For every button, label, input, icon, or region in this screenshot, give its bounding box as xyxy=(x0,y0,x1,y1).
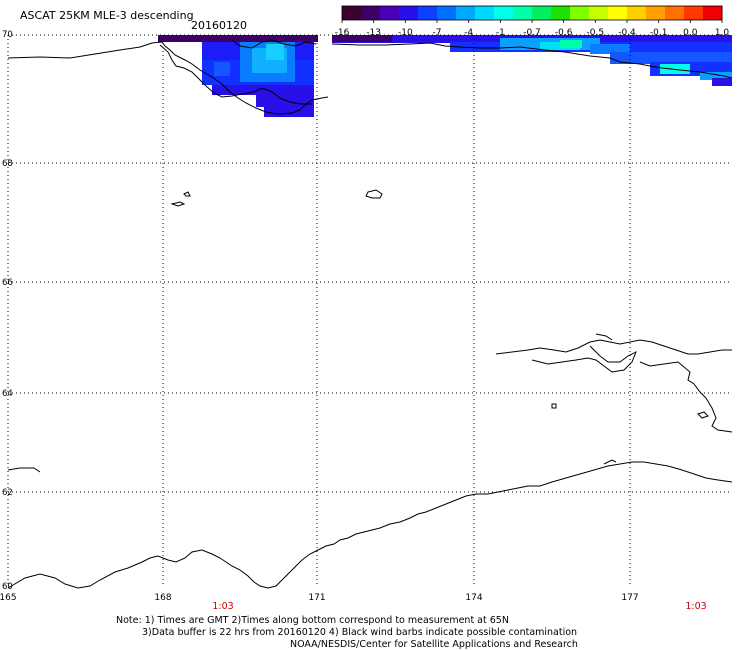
longitude-labels: 165 168 171 174 177 xyxy=(0,593,639,603)
colorbar-segment xyxy=(380,6,400,20)
colorbar-segment xyxy=(532,6,552,20)
product-date: 20160120 xyxy=(191,19,247,32)
product-title: ASCAT 25KM MLE-3 descending xyxy=(20,9,194,22)
colorbar-segment xyxy=(608,6,628,20)
colorbar-segment xyxy=(418,6,438,20)
longitude-label: 168 xyxy=(154,593,171,603)
colorbar-label: -0.7 xyxy=(523,28,541,38)
colorbar xyxy=(341,5,723,21)
colorbar-label: -7 xyxy=(433,28,442,38)
colorbar-label: -0.1 xyxy=(650,28,668,38)
latitude-labels: 70 68 66 64 62 60 xyxy=(2,30,13,592)
colorbar-segment xyxy=(684,6,704,20)
colorbar-label: -13 xyxy=(366,28,381,38)
note-line-1: Note: 1) Times are GMT 2)Times along bot… xyxy=(116,615,509,626)
colorbar-labels: -16 -13 -10 -7 -4 -1 -0.7 -0.6 -0.5 -0.4 -0.1 0.0 1.… xyxy=(335,20,730,38)
note-line-2: 3)Data buffer is 22 hrs from 20160120 4)… xyxy=(142,627,578,638)
time-label: 1:03 xyxy=(685,601,706,612)
colorbar-segment xyxy=(646,6,666,20)
time-labels: 1:03 1:03 xyxy=(212,601,706,612)
latitude-label: 62 xyxy=(2,488,13,498)
colorbar-segment xyxy=(399,6,419,20)
colorbar-segment xyxy=(361,6,381,20)
latitude-label: 66 xyxy=(2,278,13,288)
colorbar-segment xyxy=(665,6,685,20)
colorbar-segment xyxy=(589,6,609,20)
colorbar-segment xyxy=(551,6,571,20)
colorbar-segment xyxy=(494,6,514,20)
colorbar-label: 1.0 xyxy=(715,28,730,38)
colorbar-segment xyxy=(513,6,533,20)
colorbar-segment xyxy=(627,6,647,20)
colorbar-segment xyxy=(456,6,476,20)
colorbar-label: -10 xyxy=(398,28,413,38)
coastlines xyxy=(7,39,733,589)
data-swath-east xyxy=(332,35,732,86)
latitude-label: 60 xyxy=(2,582,13,592)
colorbar-segment xyxy=(570,6,590,20)
longitude-label: 177 xyxy=(621,593,638,603)
longitude-label: 174 xyxy=(465,593,482,603)
colorbar-label: -4 xyxy=(464,28,473,38)
credit-line: NOAA/NESDIS/Center for Satellite Applica… xyxy=(290,639,578,650)
latitude-label: 64 xyxy=(2,389,13,399)
colorbar-label: -0.5 xyxy=(587,28,605,38)
colorbar-label: 0.0 xyxy=(683,28,698,38)
time-label: 1:03 xyxy=(212,601,233,612)
graticule xyxy=(7,34,732,586)
colorbar-segment xyxy=(703,6,723,20)
colorbar-segment xyxy=(475,6,495,20)
colorbar-label: -0.4 xyxy=(618,28,636,38)
data-swath-west xyxy=(158,35,318,117)
colorbar-label: -0.6 xyxy=(555,28,573,38)
longitude-label: 165 xyxy=(0,593,17,603)
colorbar-segment xyxy=(342,6,362,20)
latitude-label: 70 xyxy=(2,30,13,40)
colorbar-label: -16 xyxy=(335,28,350,38)
colorbar-label: -1 xyxy=(496,28,505,38)
colorbar-segment xyxy=(437,6,457,20)
longitude-label: 171 xyxy=(308,593,325,603)
latitude-label: 68 xyxy=(2,159,13,169)
